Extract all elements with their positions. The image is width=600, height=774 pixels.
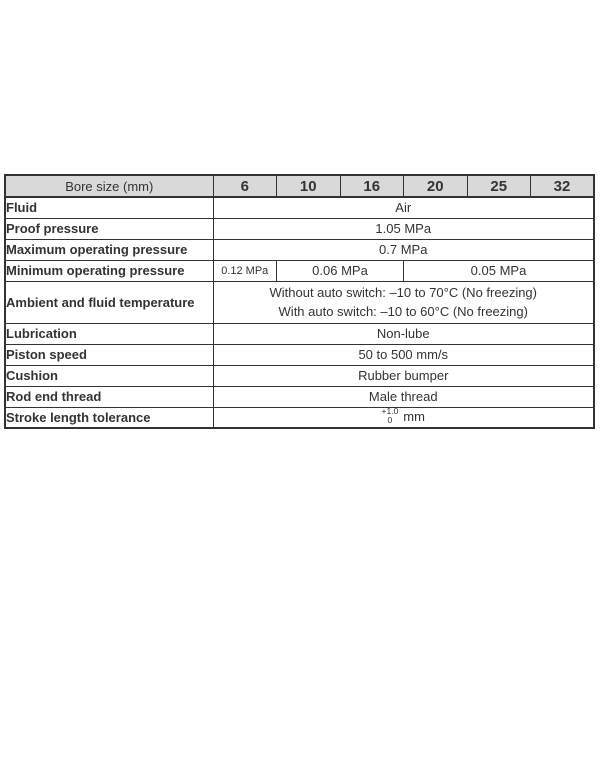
lubrication-value: Non-lube: [212, 322, 595, 345]
min-pressure-bore20-32-value: 0.05 MPa: [403, 259, 595, 282]
proof-pressure-value: 1.05 MPa: [212, 217, 595, 240]
bore-column-25: 25: [466, 174, 531, 198]
min-operating-pressure-label: Minimum operating pressure: [4, 259, 214, 282]
stroke-length-tolerance-value: +1.0 0 mm: [212, 406, 595, 429]
temperature-label: Ambient and fluid temperature: [4, 280, 214, 324]
fluid-label: Fluid: [4, 196, 214, 219]
bore-column-20: 20: [403, 174, 468, 198]
table-row-rod-end-thread: Rod end thread Male thread: [4, 385, 595, 408]
piston-speed-value: 50 to 500 mm/s: [212, 343, 595, 366]
table-row-piston-speed: Piston speed 50 to 500 mm/s: [4, 343, 595, 366]
specifications-table: Bore size (mm) 6 10 16 20 25 32 Fluid Ai…: [4, 174, 595, 430]
proof-pressure-label: Proof pressure: [4, 217, 214, 240]
tolerance-lower: 0: [387, 415, 393, 426]
fluid-value: Air: [212, 196, 595, 219]
table-row-fluid: Fluid Air: [4, 196, 595, 219]
table-row-temperature: Ambient and fluid temperature Without au…: [4, 280, 595, 324]
table-header-row: Bore size (mm) 6 10 16 20 25 32: [4, 174, 595, 198]
bore-column-16: 16: [339, 174, 404, 198]
bore-column-32: 32: [530, 174, 595, 198]
bore-column-6: 6: [212, 174, 277, 198]
cushion-label: Cushion: [4, 364, 214, 387]
piston-speed-label: Piston speed: [4, 343, 214, 366]
bore-column-10: 10: [276, 174, 341, 198]
stroke-length-tolerance-label: Stroke length tolerance: [4, 406, 214, 429]
table-row-cushion: Cushion Rubber bumper: [4, 364, 595, 387]
table-row-max-operating-pressure: Maximum operating pressure 0.7 MPa: [4, 238, 595, 261]
tolerance-stack: +1.0 0: [381, 407, 399, 426]
table-row-proof-pressure: Proof pressure 1.05 MPa: [4, 217, 595, 240]
temperature-value: Without auto switch: –10 to 70°C (No fre…: [212, 280, 595, 324]
tolerance-upper: +1.0: [381, 407, 399, 416]
lubrication-label: Lubrication: [4, 322, 214, 345]
table-row-min-operating-pressure: Minimum operating pressure 0.12 MPa 0.06…: [4, 259, 595, 282]
temperature-without-auto-switch: Without auto switch: –10 to 70°C (No fre…: [269, 285, 538, 300]
max-operating-pressure-label: Maximum operating pressure: [4, 238, 214, 261]
bore-size-header: Bore size (mm): [4, 174, 214, 198]
table-row-lubrication: Lubrication Non-lube: [4, 322, 595, 345]
min-pressure-bore6-value: 0.12 MPa: [212, 259, 277, 282]
min-pressure-bore10-16-value: 0.06 MPa: [276, 259, 404, 282]
rod-end-thread-label: Rod end thread: [4, 385, 214, 408]
rod-end-thread-value: Male thread: [212, 385, 595, 408]
table-row-stroke-length-tolerance: Stroke length tolerance +1.0 0 mm: [4, 406, 595, 429]
max-operating-pressure-value: 0.7 MPa: [212, 238, 595, 261]
tolerance-unit: mm: [403, 408, 425, 424]
cushion-value: Rubber bumper: [212, 364, 595, 387]
temperature-with-auto-switch: With auto switch: –10 to 60°C (No freezi…: [278, 304, 528, 319]
